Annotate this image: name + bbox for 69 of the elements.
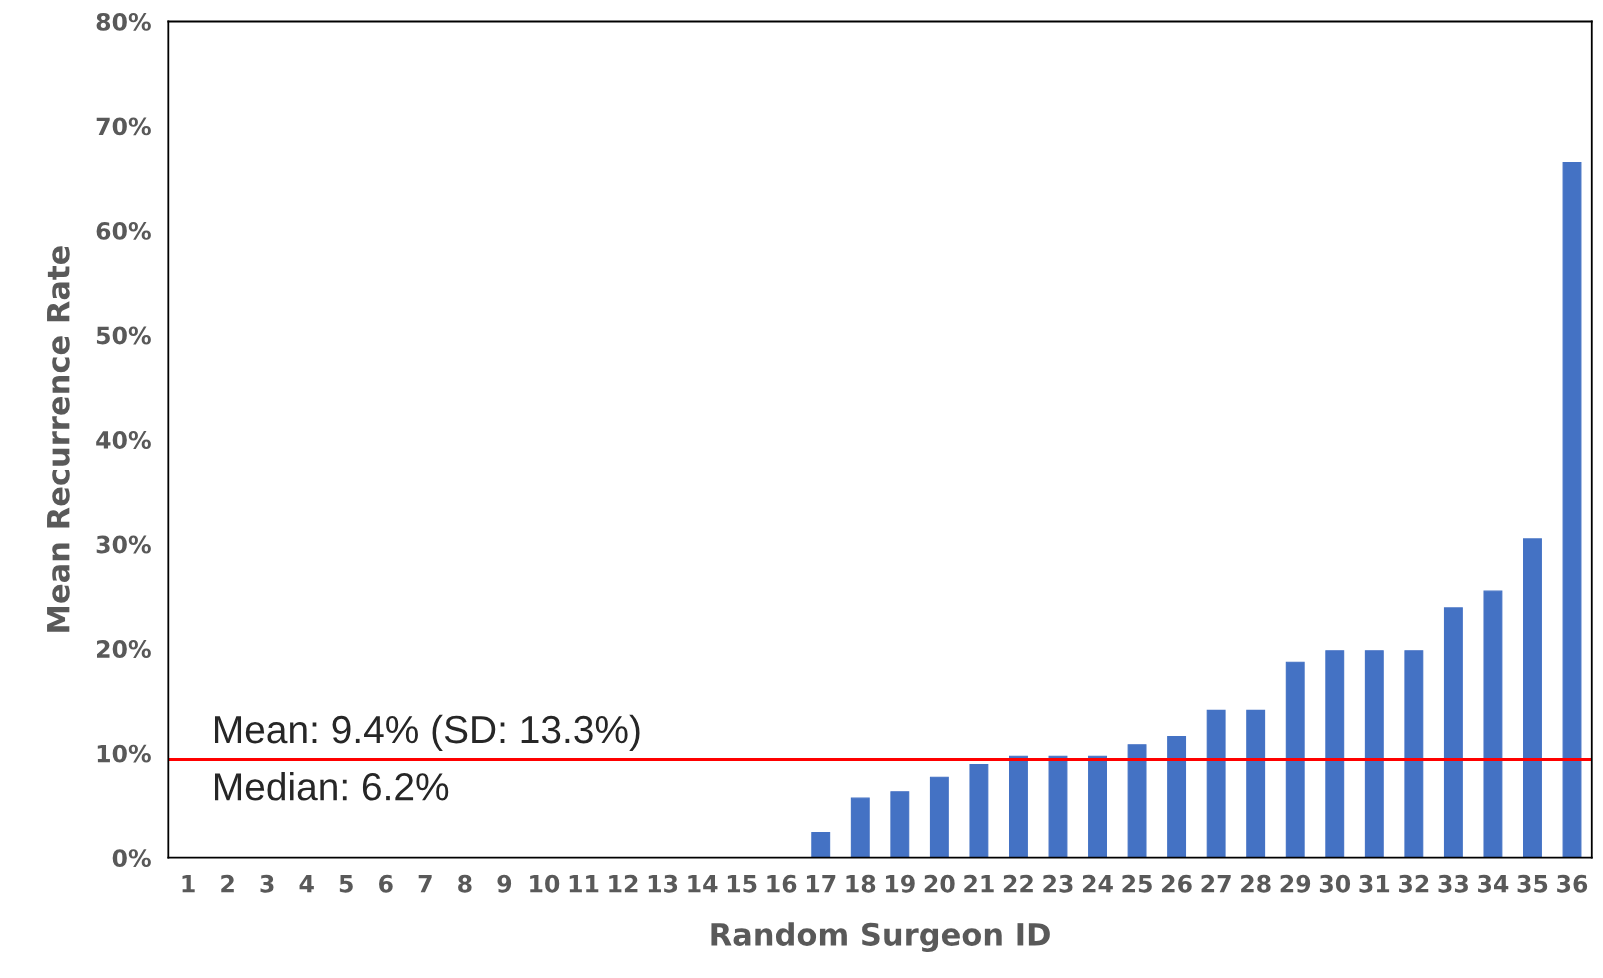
x-tick-label: 16 bbox=[767, 874, 797, 893]
y-tick-label: 80% bbox=[96, 12, 151, 31]
bar bbox=[1246, 709, 1266, 858]
x-tick-label: 25 bbox=[1122, 874, 1152, 893]
x-tick-label: 23 bbox=[1043, 874, 1073, 893]
x-tick-label: 32 bbox=[1399, 874, 1429, 893]
x-tick-label: 12 bbox=[609, 874, 638, 893]
bar bbox=[1325, 650, 1345, 858]
x-tick-label: 35 bbox=[1517, 874, 1548, 893]
x-tick-label: 1 bbox=[182, 875, 195, 893]
y-tick-label: 20% bbox=[97, 640, 151, 658]
bar bbox=[1562, 162, 1582, 858]
bar bbox=[1483, 590, 1503, 858]
ref-line-label: Mean: 9.4% (SD: 13.3%) bbox=[215, 714, 640, 752]
bar bbox=[1404, 650, 1424, 858]
x-tick-label: 3 bbox=[260, 874, 274, 893]
x-tick-label: 24 bbox=[1082, 874, 1113, 893]
x-tick-label: 30 bbox=[1319, 874, 1351, 893]
x-tick-label: 11 bbox=[569, 875, 599, 893]
bar bbox=[1285, 661, 1305, 858]
annotation: Median: 6.2% bbox=[215, 772, 449, 801]
bar bbox=[850, 797, 870, 858]
y-tick-label: 10% bbox=[97, 744, 151, 763]
bar bbox=[1088, 755, 1107, 858]
x-tick-label: 26 bbox=[1162, 874, 1192, 893]
x-tick-label: 7 bbox=[418, 875, 432, 893]
y-tick-label: 0% bbox=[112, 849, 151, 868]
x-tick-label: 18 bbox=[846, 874, 876, 893]
bar bbox=[1443, 607, 1463, 858]
x-tick-label: 14 bbox=[688, 875, 718, 893]
x-tick-label: 2 bbox=[221, 874, 234, 893]
x-tick-label: 5 bbox=[339, 875, 353, 893]
x-tick-label: 21 bbox=[964, 874, 994, 893]
x-tick-label: 13 bbox=[648, 874, 678, 893]
bar bbox=[890, 791, 910, 858]
x-tick-label: 8 bbox=[458, 874, 472, 893]
x-tick-label: 36 bbox=[1557, 874, 1588, 893]
x-axis-title: Random Surgeon ID bbox=[711, 922, 1050, 953]
bar bbox=[929, 776, 949, 858]
x-tick-label: 27 bbox=[1201, 874, 1231, 893]
x-tick-label: 17 bbox=[806, 875, 836, 893]
bar bbox=[1127, 744, 1147, 858]
x-tick-label: 22 bbox=[1003, 874, 1033, 893]
y-tick-label: 40% bbox=[96, 431, 151, 449]
x-tick-label: 10 bbox=[530, 874, 560, 893]
x-tick-label: 28 bbox=[1241, 874, 1271, 893]
x-tick-label: 4 bbox=[299, 875, 314, 893]
x-tick-label: 6 bbox=[379, 874, 393, 893]
bar bbox=[811, 832, 831, 858]
x-tick-label: 31 bbox=[1359, 874, 1390, 893]
y-tick-label: 30% bbox=[96, 535, 151, 554]
x-tick-label: 29 bbox=[1280, 874, 1311, 893]
bar bbox=[1523, 538, 1542, 858]
x-tick-label: 20 bbox=[924, 874, 955, 893]
x-tick-label: 9 bbox=[497, 874, 512, 893]
bar bbox=[1206, 709, 1226, 858]
x-tick-label: 15 bbox=[727, 875, 757, 893]
bar bbox=[1008, 755, 1028, 858]
bar bbox=[969, 764, 989, 858]
bar bbox=[1167, 735, 1187, 858]
y-tick-label: 50% bbox=[96, 326, 151, 345]
y-axis-title: Mean Recurrence Rate bbox=[47, 246, 70, 632]
y-tick-label: 70% bbox=[96, 117, 151, 136]
x-tick-label: 34 bbox=[1478, 874, 1509, 893]
y-tick-label: 60% bbox=[96, 222, 151, 240]
x-tick-label: 33 bbox=[1438, 874, 1468, 893]
x-tick-label: 19 bbox=[886, 874, 915, 893]
bar bbox=[1048, 755, 1068, 858]
bar bbox=[1364, 650, 1384, 858]
